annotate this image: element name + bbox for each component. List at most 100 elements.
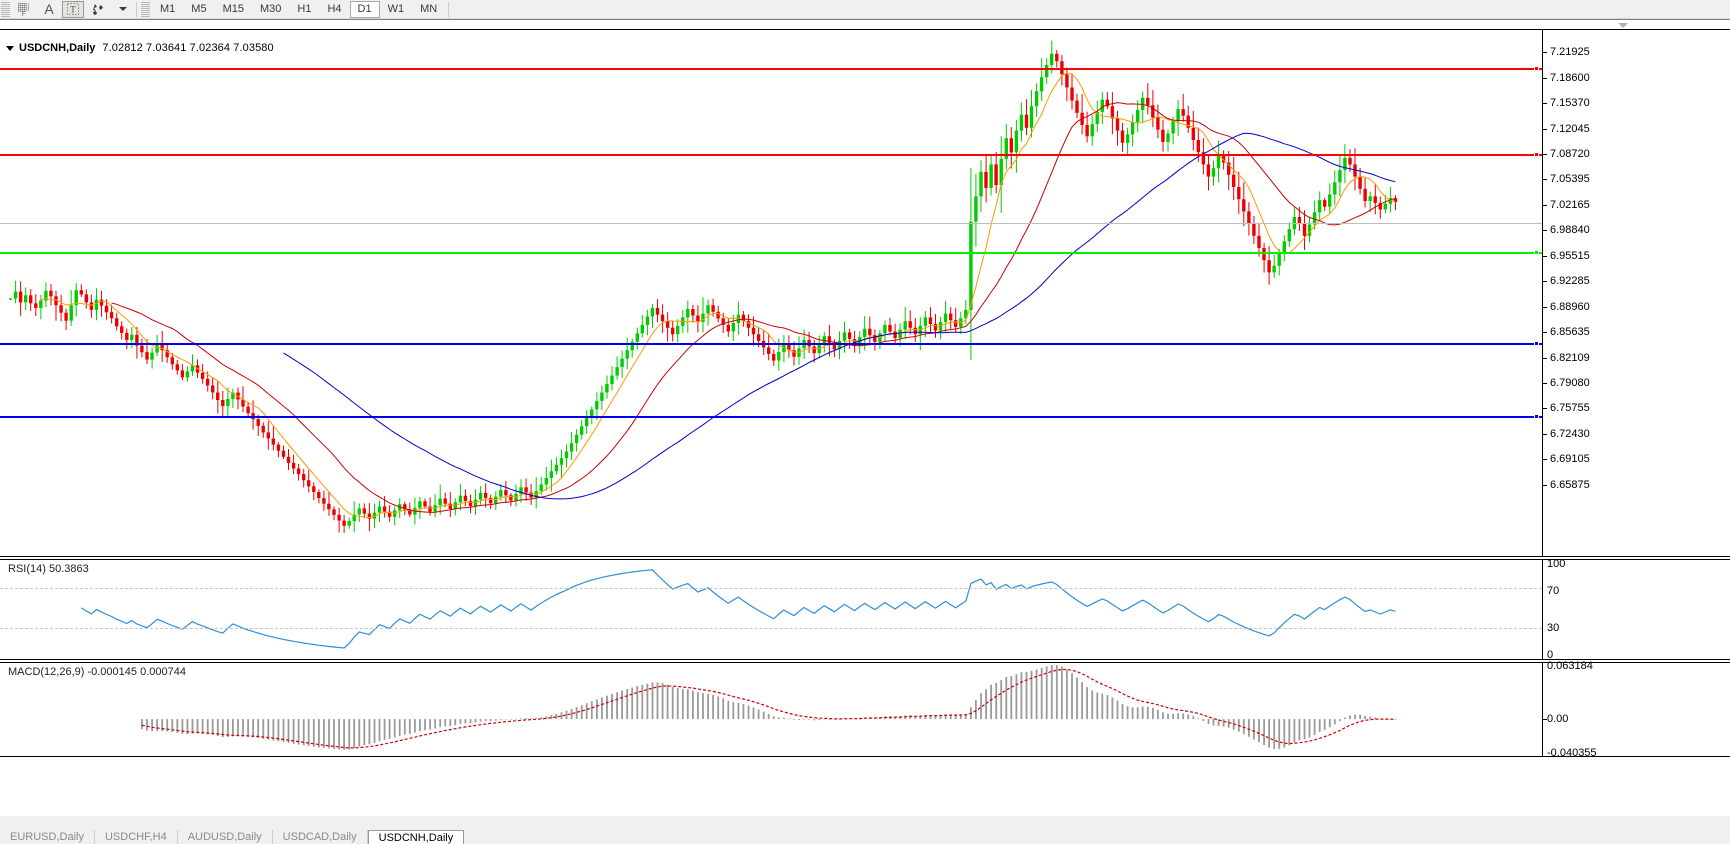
timeframe-m30[interactable]: M30 (259, 3, 282, 15)
candlestick-series (8, 40, 1398, 533)
price-tick-label: 6.85635 (1550, 326, 1590, 338)
timeframe-h1[interactable]: H1 (297, 3, 312, 15)
rsi-panel[interactable]: RSI(14) 50.3863 100 70 30 0 (0, 558, 1730, 661)
timeframe-m15[interactable]: M15 (222, 3, 244, 15)
price-tick-mark (1543, 129, 1547, 130)
chart-tab-audusd-daily[interactable]: AUDUSD,Daily (178, 830, 273, 844)
price-tick-mark (1543, 307, 1547, 308)
moving-average-line (283, 132, 1396, 500)
crosshair-icon[interactable]: F (13, 1, 36, 18)
price-tick-mark (1543, 52, 1547, 53)
price-tick-label: 6.69105 (1550, 453, 1590, 465)
macd-tick-label: 0.00 (1547, 713, 1569, 726)
price-tick-label: 6.79080 (1550, 377, 1590, 389)
price-tick-label: 6.72430 (1550, 428, 1590, 440)
price-tick-mark (1543, 383, 1547, 384)
price-tick-label: 7.18600 (1550, 72, 1590, 84)
chart-tab-usdchf-h4[interactable]: USDCHF,H4 (95, 830, 178, 844)
chart-dropdown-icon[interactable] (6, 45, 14, 51)
price-tick-label: 6.65875 (1550, 479, 1590, 491)
price-tick-label: 7.12045 (1550, 123, 1590, 135)
price-tick-mark (1543, 485, 1547, 486)
timeframe-m5[interactable]: M5 (191, 3, 207, 15)
support-blue-1-anchor[interactable] (1534, 341, 1539, 346)
resistance-2-anchor[interactable] (1534, 152, 1539, 157)
price-panel[interactable]: USDCNH,Daily 7.02812 7.03641 7.02364 7.0… (0, 29, 1730, 557)
rsi-plot[interactable] (0, 560, 1542, 659)
support-blue-1-line[interactable] (0, 343, 1542, 345)
price-tick-mark (1543, 256, 1547, 257)
ohlc-values: 7.02812 7.03641 7.02364 7.03580 (102, 42, 274, 54)
support-blue-2-anchor[interactable] (1534, 414, 1539, 419)
macd-tick-mark (1543, 719, 1547, 721)
price-tick-mark (1543, 230, 1547, 231)
price-tick-mark (1543, 103, 1547, 104)
price-tick-mark (1543, 434, 1547, 435)
objects-icon[interactable] (86, 1, 112, 18)
price-tick-label: 7.15370 (1550, 97, 1590, 109)
price-tick-label: 6.75755 (1550, 402, 1590, 414)
macd-plot[interactable] (0, 663, 1542, 756)
timeframe-mn[interactable]: MN (420, 3, 438, 15)
price-tick-mark (1543, 154, 1547, 155)
price-tick-label: 7.21925 (1550, 46, 1590, 58)
price-tick-mark (1543, 78, 1547, 79)
support-green-line[interactable] (0, 252, 1542, 254)
svg-text:F: F (22, 12, 26, 16)
timeframe-m1[interactable]: M1 (160, 3, 176, 15)
rsi-tick-label: 100 (1547, 558, 1566, 570)
price-tick-label: 6.98840 (1550, 224, 1590, 236)
support-green-anchor[interactable] (1534, 250, 1539, 255)
price-tick-mark (1543, 358, 1547, 359)
price-plot[interactable]: 7.200917.110437.035806.999956.901056.821… (0, 30, 1542, 556)
rsi-indicator-label: RSI(14) 50.3863 (6, 563, 91, 575)
rsi-tick-label: 30 (1547, 621, 1560, 634)
symbol-info-bar: USDCNH,Daily 7.02812 7.03641 7.02364 7.0… (4, 42, 276, 54)
price-tick-mark (1543, 281, 1547, 282)
price-tick-mark (1543, 205, 1547, 206)
chart-canvas-area[interactable]: USDCNH,Daily 7.02812 7.03641 7.02364 7.0… (0, 19, 1730, 844)
macd-axis[interactable]: 0.063184 0.00 -0.040355 (1542, 660, 1730, 759)
toolbar-grip[interactable] (1, 1, 10, 17)
price-tick-label: 6.95515 (1550, 250, 1590, 262)
timeframe-w1[interactable]: W1 (387, 3, 405, 15)
rsi-oversold-line (0, 628, 1542, 629)
macd-tick-label: 0.063184 (1547, 660, 1593, 672)
price-tick-mark (1543, 408, 1547, 409)
collapse-triangle-icon[interactable] (1618, 23, 1628, 28)
timeframe-grip[interactable] (141, 1, 150, 17)
resistance-1-anchor[interactable] (1534, 66, 1539, 71)
chevron-down-icon[interactable] (114, 1, 132, 18)
resistance-2-line[interactable] (0, 154, 1542, 156)
macd-tick-label: -0.040355 (1547, 747, 1597, 759)
timeframe-h4[interactable]: H4 (327, 3, 342, 15)
text-label-icon[interactable]: T (62, 0, 84, 18)
chart-tab-eurusd-daily[interactable]: EURUSD,Daily (0, 830, 95, 844)
support-blue-2-line[interactable] (0, 416, 1542, 418)
current-price-line[interactable] (0, 223, 1542, 224)
text-a-icon[interactable]: A (44, 1, 54, 17)
rsi-tick-label: 70 (1547, 585, 1560, 598)
timeframe-d1[interactable]: D1 (349, 0, 380, 18)
moving-average-line (111, 102, 1396, 513)
rsi-axis[interactable]: 100 70 30 0 (1542, 558, 1730, 661)
price-tick-label: 7.02165 (1550, 199, 1590, 211)
toolbar-divider-2 (448, 1, 450, 17)
rsi-tick-label: 0 (1547, 649, 1554, 661)
price-tick-label: 6.88960 (1550, 301, 1590, 313)
timeframe-group: M1 M5 M15 M30 H1 H4 D1 W1 MN (152, 0, 445, 18)
resistance-1-line[interactable] (0, 68, 1542, 70)
chart-toolbar: F A T M1 M5 M15 M30 H1 H4 D1 W1 MN (0, 0, 1730, 19)
chart-tab-usdcnh-daily[interactable]: USDCNH,Daily (367, 830, 465, 844)
chart-tab-usdcad-daily[interactable]: USDCAD,Daily (273, 830, 368, 844)
price-tick-label: 6.92285 (1550, 275, 1590, 287)
rsi-overbought-line (0, 588, 1542, 589)
price-tick-mark (1543, 179, 1547, 180)
symbol-label: USDCNH,Daily (19, 42, 96, 54)
toolbar-divider (136, 1, 137, 17)
rsi-line (80, 569, 1396, 649)
price-axis[interactable]: 7.21925 7.18600 7.15370 7.12045 7.08720 7.053… (1542, 30, 1730, 556)
price-tick-mark (1543, 332, 1547, 333)
macd-panel[interactable]: MACD(12,26,9) -0.000145 0.000744 0.06318… (0, 660, 1730, 759)
